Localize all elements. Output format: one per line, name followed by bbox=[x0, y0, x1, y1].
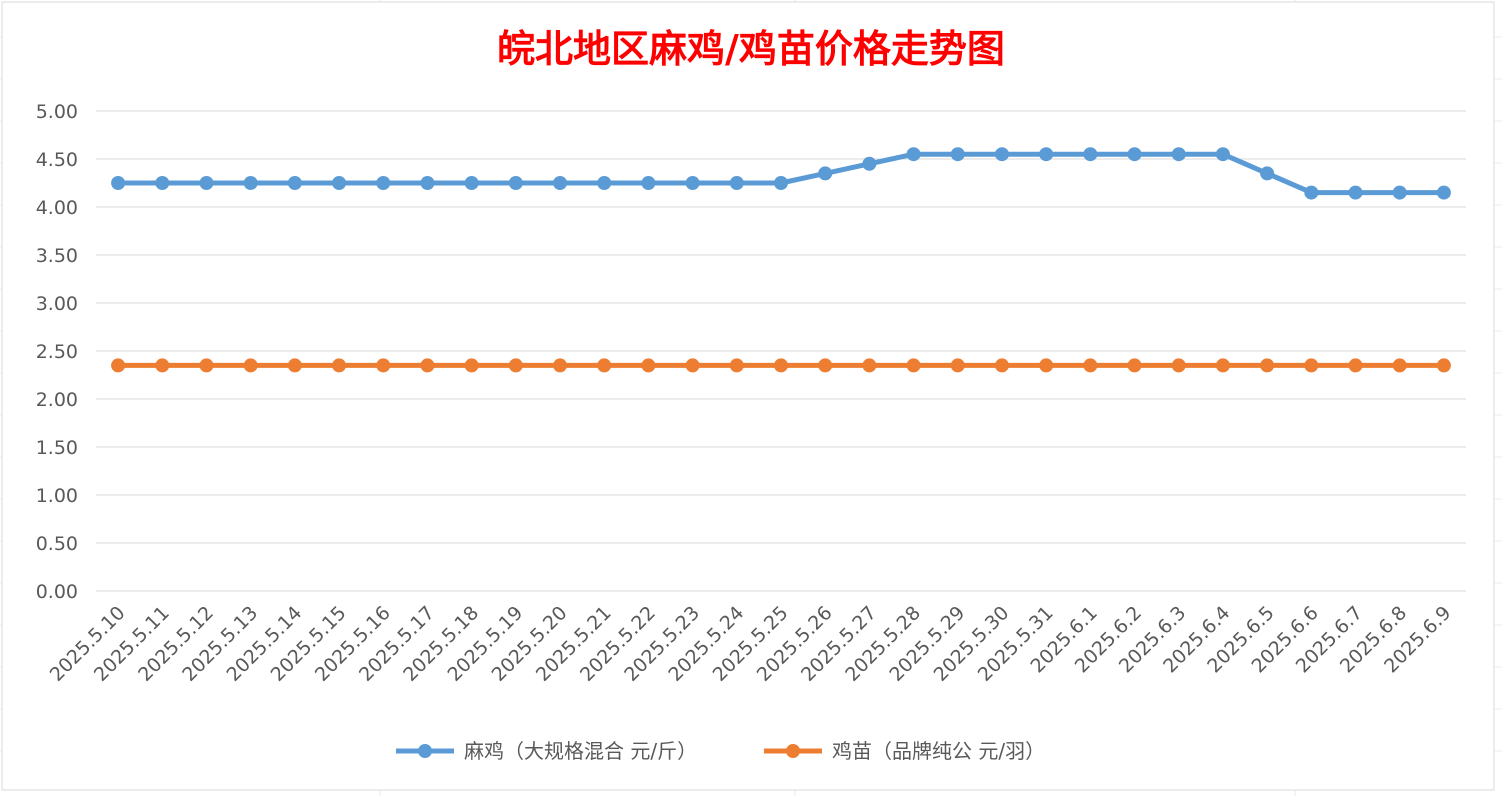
y-tick-label: 2.50 bbox=[36, 341, 78, 363]
data-point bbox=[597, 176, 612, 190]
data-point bbox=[1392, 185, 1407, 200]
data-point bbox=[332, 358, 347, 373]
legend-label: 鸡苗（品牌纯公 元/羽） bbox=[832, 739, 1045, 763]
data-point bbox=[111, 358, 126, 373]
data-point bbox=[1171, 147, 1186, 162]
data-point bbox=[729, 176, 744, 190]
data-point bbox=[1083, 358, 1098, 373]
y-tick-label: 1.00 bbox=[36, 485, 78, 507]
data-point bbox=[1127, 358, 1142, 373]
data-point bbox=[729, 358, 744, 373]
data-point bbox=[464, 358, 479, 373]
data-point bbox=[1392, 358, 1407, 373]
y-tick-label: 4.00 bbox=[36, 197, 78, 219]
data-point bbox=[1348, 358, 1363, 373]
data-point bbox=[1436, 358, 1451, 373]
y-tick-label: 3.50 bbox=[36, 245, 78, 267]
data-point bbox=[774, 358, 788, 373]
gridlines bbox=[96, 110, 1466, 592]
data-point bbox=[420, 176, 435, 190]
data-point bbox=[1039, 358, 1054, 373]
data-point bbox=[685, 176, 700, 190]
chart-title: 皖北地区麻鸡/鸡苗价格走势图 bbox=[497, 27, 1005, 71]
legend: 麻鸡（大规格混合 元/斤） 鸡苗（品牌纯公 元/羽） bbox=[396, 739, 1045, 763]
data-point bbox=[1260, 166, 1275, 181]
data-point bbox=[376, 176, 391, 190]
data-point bbox=[1304, 185, 1319, 200]
series-layer bbox=[111, 147, 1451, 373]
data-point bbox=[641, 176, 656, 190]
y-tick-label: 0.00 bbox=[36, 581, 78, 603]
data-point bbox=[553, 176, 568, 190]
data-point bbox=[950, 358, 965, 373]
data-point bbox=[994, 147, 1009, 162]
data-point bbox=[420, 358, 435, 373]
data-point bbox=[111, 176, 126, 190]
data-point bbox=[464, 176, 479, 190]
data-point bbox=[641, 358, 656, 373]
data-point bbox=[818, 166, 833, 181]
data-point bbox=[685, 358, 700, 373]
data-point bbox=[994, 358, 1009, 373]
data-point bbox=[1215, 147, 1230, 162]
data-point bbox=[1304, 358, 1319, 373]
data-point bbox=[332, 176, 347, 190]
data-point bbox=[906, 147, 921, 162]
data-point bbox=[376, 358, 391, 373]
y-tick-label: 1.50 bbox=[36, 437, 78, 459]
data-point bbox=[1127, 147, 1142, 162]
data-point bbox=[1215, 358, 1230, 373]
data-point bbox=[906, 358, 921, 373]
legend-label: 麻鸡（大规格混合 元/斤） bbox=[464, 739, 697, 763]
data-point bbox=[1260, 358, 1275, 373]
data-point bbox=[1083, 147, 1098, 162]
y-tick-label: 2.00 bbox=[36, 389, 78, 411]
data-point bbox=[1436, 185, 1451, 200]
y-tick-label: 3.00 bbox=[36, 293, 78, 315]
data-point bbox=[862, 358, 877, 373]
data-point bbox=[774, 176, 788, 190]
y-tick-label: 4.50 bbox=[36, 149, 78, 171]
data-point bbox=[155, 176, 170, 190]
data-point bbox=[950, 147, 965, 162]
data-point bbox=[508, 176, 523, 190]
data-point bbox=[243, 358, 258, 373]
data-point bbox=[818, 358, 833, 373]
data-point bbox=[199, 358, 214, 373]
data-point bbox=[597, 358, 612, 373]
data-point bbox=[1171, 358, 1186, 373]
legend-swatch-marker bbox=[786, 744, 800, 758]
y-tick-label: 0.50 bbox=[36, 533, 78, 555]
data-point bbox=[862, 156, 877, 171]
data-point bbox=[287, 358, 302, 373]
data-point bbox=[508, 358, 523, 373]
data-point bbox=[553, 358, 568, 373]
data-point bbox=[287, 176, 302, 190]
y-tick-label: 5.00 bbox=[36, 101, 78, 123]
data-point bbox=[1039, 147, 1054, 162]
data-point bbox=[1348, 185, 1363, 200]
legend-swatch-marker bbox=[418, 744, 432, 758]
y-axis-tick-labels: 0.00 0.50 1.00 1.50 2.00 2.50 3.00 3.50 4.00 4.50… bbox=[36, 101, 78, 603]
data-point bbox=[199, 176, 214, 190]
data-point bbox=[243, 176, 258, 190]
data-point bbox=[155, 358, 170, 373]
